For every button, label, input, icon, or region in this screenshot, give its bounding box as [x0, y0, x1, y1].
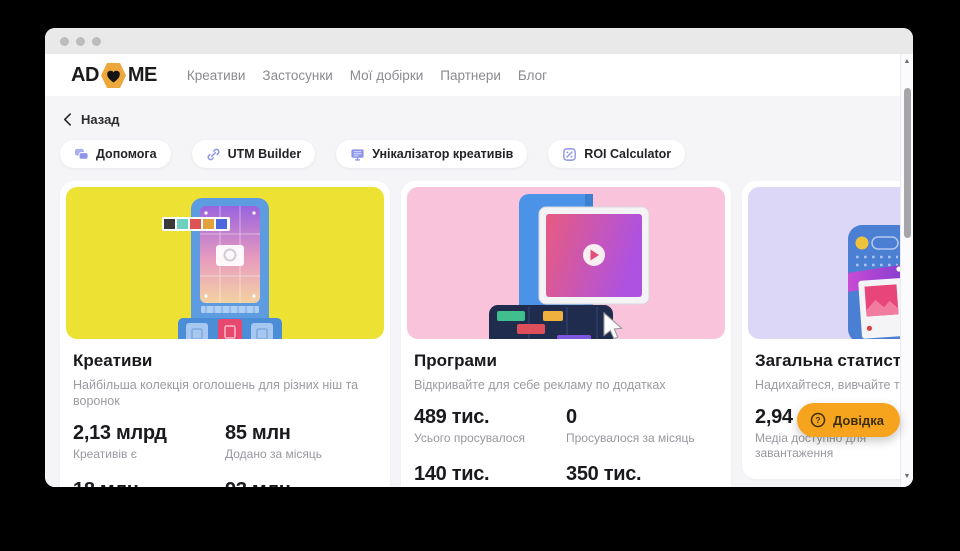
- card-body: Програми Відкривайте для себе рекламу по…: [407, 339, 725, 487]
- window-control-dot[interactable]: [92, 36, 101, 46]
- card-general-statistics[interactable]: Загальна статистика Надихайтеся, вивчайт…: [742, 181, 913, 479]
- stat-item: 18 млн: [73, 478, 225, 487]
- window-control-dot[interactable]: [76, 36, 85, 46]
- stat-value: 18 млн: [73, 478, 225, 487]
- stat-value: 0: [566, 406, 577, 428]
- logo-text-right: ME: [127, 63, 158, 86]
- stat-value: 350 тис.: [566, 463, 642, 485]
- chevron-left-icon: [63, 113, 72, 126]
- creatives-illustration: [66, 187, 384, 339]
- card-stats: 489 тис. Усього просувалося 0 Просувалос…: [414, 405, 718, 487]
- card-description: Надихайтеся, вивчайте та аналізуйте: [755, 378, 913, 392]
- scroll-down-icon[interactable]: ▼: [903, 473, 911, 480]
- stat-label: Креативів є: [73, 447, 137, 461]
- creative-uniqualizer-button[interactable]: Унікалізатор креативів: [336, 140, 528, 168]
- utm-builder-button[interactable]: UTM Builder: [191, 140, 316, 168]
- main-nav: Креативи Застосунки Мої добірки Партнери…: [187, 68, 547, 83]
- stats-panel-illustration: [748, 187, 913, 339]
- logo-text-left: AD: [71, 63, 99, 86]
- scrollbar-thumb[interactable]: [904, 88, 911, 238]
- scroll-up-icon[interactable]: ▲: [903, 58, 911, 65]
- stat-label: Просувалося за місяць: [566, 431, 695, 445]
- back-button-label: Назад: [81, 112, 120, 127]
- page-content: Назад Допомога UTM Builder Унікалізатор …: [45, 96, 913, 487]
- video-editor-illustration: [407, 187, 725, 339]
- tools-row: Допомога UTM Builder Унікалізатор креати…: [60, 140, 898, 168]
- card-title: Загальна статистика: [755, 351, 913, 370]
- nav-item-creatives[interactable]: Креативи: [186, 67, 246, 83]
- vertical-scrollbar[interactable]: ▲ ▼: [900, 54, 913, 487]
- tool-label: Допомога: [96, 147, 157, 161]
- stat-value: 93 млн: [225, 478, 377, 487]
- nav-item-apps[interactable]: Застосунки: [262, 67, 333, 83]
- svg-text:?: ?: [815, 415, 820, 425]
- link-icon: [206, 147, 221, 162]
- stat-item: 2,13 млрд Креативів є: [73, 421, 225, 462]
- stat-item: 489 тис. Усього просувалося: [414, 405, 566, 446]
- nav-item-my-collections[interactable]: Мої добірки: [349, 67, 424, 83]
- stat-value: 85 млн: [225, 422, 291, 444]
- stat-item: 140 тис.: [414, 462, 566, 487]
- roi-calculator-button[interactable]: ROI Calculator: [548, 140, 686, 168]
- card-body: Креативи Найбільша колекція оголошень дл…: [66, 339, 384, 487]
- stat-label: Додано за місяць: [225, 447, 323, 461]
- calculator-icon: [562, 147, 577, 162]
- help-fab-button[interactable]: ? Довідка: [797, 403, 900, 437]
- nav-item-blog[interactable]: Блог: [517, 67, 548, 83]
- stat-value: 2,13 млрд: [73, 422, 167, 444]
- monitor-icon: [350, 147, 365, 162]
- stat-item: 0 Просувалося за місяць: [566, 405, 718, 446]
- stat-label: Усього просувалося: [414, 431, 525, 445]
- question-circle-icon: ?: [810, 412, 826, 428]
- card-stats: 2,13 млрд Креативів є 85 млн Додано за м…: [73, 421, 377, 487]
- cards-row: Креативи Найбільша колекція оголошень дл…: [60, 181, 913, 487]
- nav-item-partners[interactable]: Партнери: [440, 67, 501, 83]
- tool-label: ROI Calculator: [584, 147, 672, 161]
- window-control-dot[interactable]: [60, 36, 69, 46]
- card-description: Найбільша колекція оголошень для різних …: [73, 378, 359, 408]
- stat-value: 140 тис.: [414, 463, 490, 485]
- card-creatives[interactable]: Креативи Найбільша колекція оголошень дл…: [60, 181, 390, 487]
- stat-item: 85 млн Додано за місяць: [225, 421, 377, 462]
- stat-item: 350 тис.: [566, 462, 718, 487]
- stat-value: 489 тис.: [414, 406, 490, 428]
- top-navbar: AD ME Креативи Застосунки Мої добірки Па…: [45, 54, 913, 96]
- card-title: Програми: [414, 351, 497, 370]
- window-titlebar: [45, 28, 913, 54]
- adome-logo[interactable]: AD ME: [71, 62, 157, 89]
- card-body: Загальна статистика Надихайтеся, вивчайт…: [748, 339, 913, 461]
- browser-window: AD ME Креативи Застосунки Мої добірки Па…: [45, 28, 913, 487]
- help-fab-label: Довідка: [833, 412, 884, 428]
- logo-heart-icon: [100, 62, 127, 89]
- tool-label: Унікалізатор креативів: [372, 147, 514, 161]
- stat-label: Медіа доступно для завантаження: [755, 431, 867, 460]
- card-apps[interactable]: Програми Відкривайте для себе рекламу по…: [401, 181, 731, 487]
- stat-item: 93 млн: [225, 478, 377, 487]
- help-center-button[interactable]: Допомога: [60, 140, 171, 168]
- back-button[interactable]: Назад: [63, 112, 120, 127]
- chat-icon: [74, 147, 89, 162]
- card-title: Креативи: [73, 351, 153, 370]
- card-description: Відкривайте для себе рекламу по додатках: [414, 378, 666, 392]
- tool-label: UTM Builder: [227, 147, 302, 161]
